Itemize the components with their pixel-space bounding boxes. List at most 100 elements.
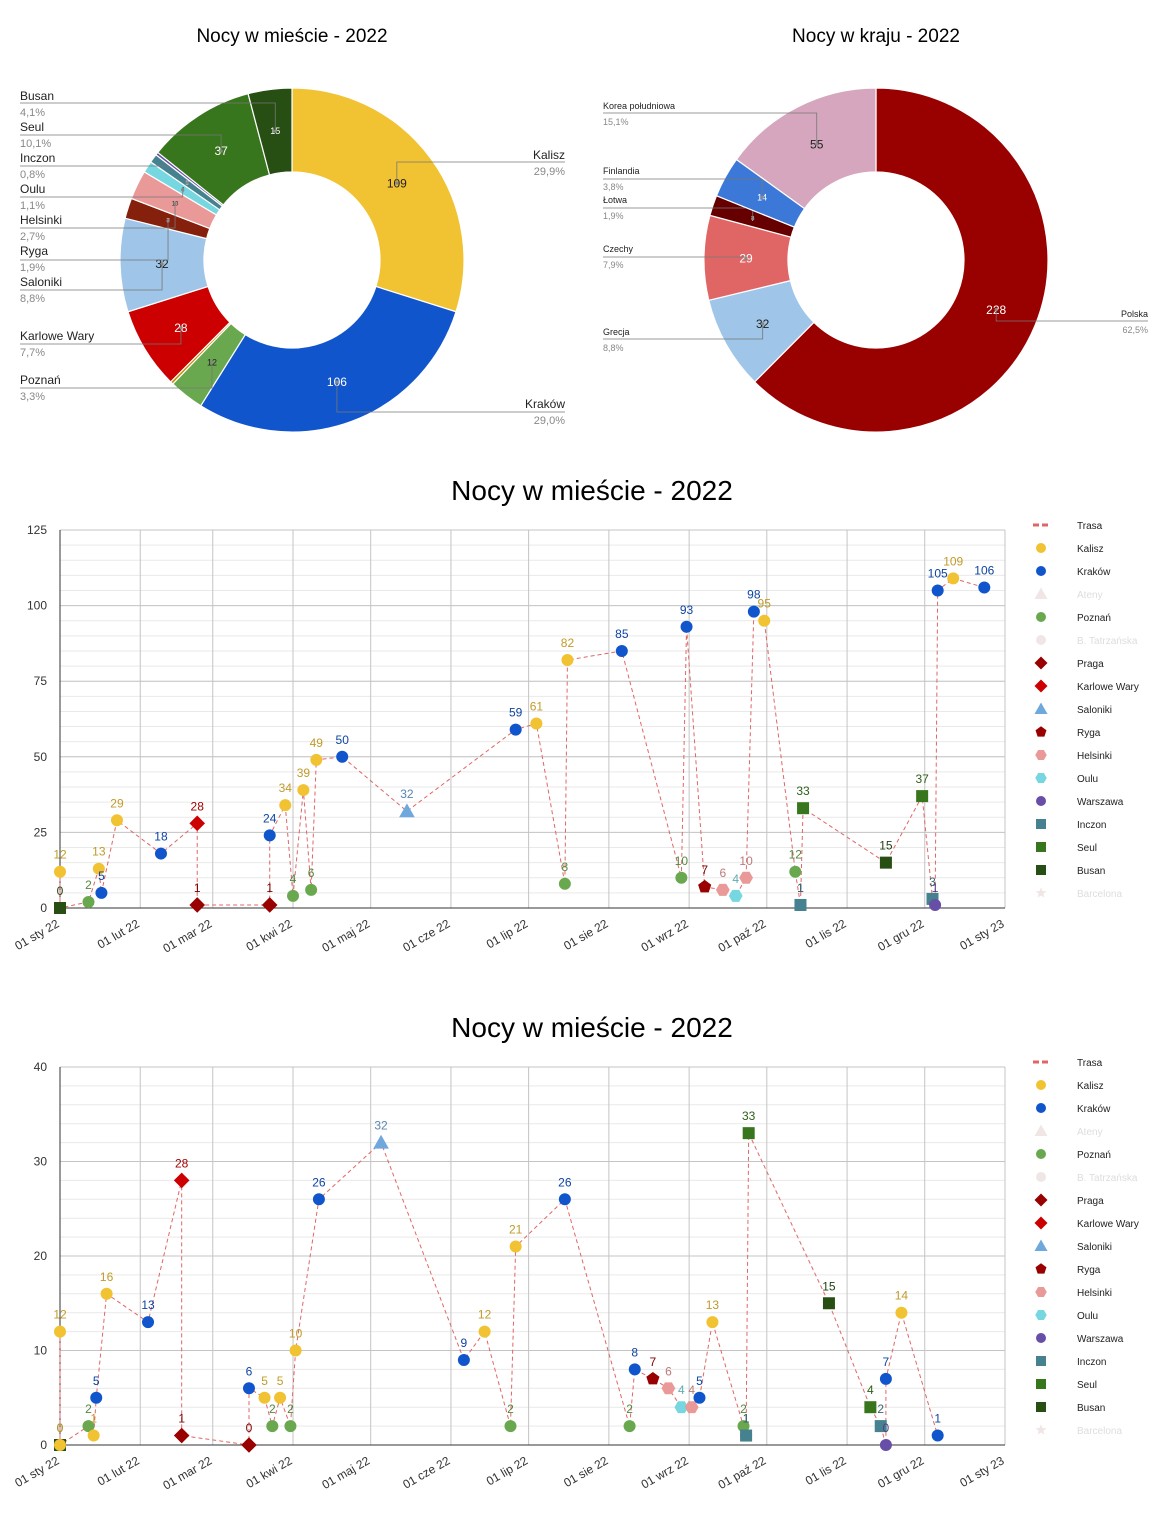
data-point — [558, 877, 571, 890]
legend-label: Poznań — [1077, 613, 1111, 624]
data-point — [261, 897, 278, 913]
data-point — [189, 815, 206, 832]
leader-dot — [181, 187, 185, 192]
legend-label: B. Tatrzańska — [1077, 1173, 1138, 1184]
point-label: 2 — [740, 1402, 747, 1416]
point-label: 2 — [85, 878, 92, 892]
legend-label: Helsinki — [1077, 751, 1112, 762]
data-point — [747, 605, 760, 618]
point-label: 0 — [246, 1421, 253, 1435]
point-label: 14 — [895, 1289, 909, 1303]
x-tick-label: 01 sie 22 — [561, 916, 610, 953]
x-tick-label: 01 sty 23 — [957, 916, 1006, 953]
data-point — [947, 572, 960, 585]
slice-label: Ryga — [20, 244, 48, 258]
legend-label: Ryga — [1077, 728, 1101, 739]
x-tick-label: 01 gru 22 — [875, 1453, 926, 1491]
data-point — [258, 1391, 271, 1404]
legend-label: Barcelona — [1077, 1426, 1122, 1437]
slice-label: Seul — [20, 120, 44, 134]
leader-dot — [760, 195, 764, 199]
leader-line — [20, 102, 276, 132]
point-label: 98 — [747, 588, 761, 602]
data-point — [1036, 1103, 1046, 1113]
slice-label: Korea południowa — [603, 101, 675, 111]
data-point — [1036, 1172, 1046, 1182]
point-label: 1 — [178, 1412, 185, 1426]
point-label: 29 — [110, 796, 124, 810]
slice-label: Grecja — [603, 327, 630, 337]
route-line — [59, 1132, 939, 1446]
chart-title: Nocy w kraju - 2022 — [792, 26, 960, 47]
point-label: 5 — [98, 869, 105, 883]
point-label: 13 — [706, 1298, 720, 1312]
data-point — [797, 802, 810, 815]
point-label: 39 — [297, 766, 311, 780]
point-label: 1 — [194, 881, 201, 895]
data-point — [504, 1420, 517, 1433]
legend-label: Seul — [1077, 1380, 1097, 1391]
point-label: 34 — [279, 781, 293, 795]
pie-slice — [735, 87, 877, 210]
slice-percent: 7,9% — [603, 260, 624, 270]
data-point — [509, 1240, 522, 1253]
slice-label: Busan — [20, 89, 54, 103]
data-point — [740, 1429, 753, 1442]
data-point — [931, 584, 944, 597]
data-point — [1036, 635, 1046, 645]
slice-label: Karlowe Wary — [20, 329, 94, 343]
point-label: 109 — [943, 554, 963, 568]
point-label: 6 — [719, 866, 726, 880]
point-label: 7 — [883, 1355, 890, 1369]
x-tick-label: 01 sty 23 — [957, 1453, 1006, 1490]
x-tick-label: 01 lip 22 — [484, 1453, 531, 1488]
point-label: 1 — [932, 881, 939, 895]
legend-label: Karlowe Wary — [1077, 1219, 1139, 1230]
data-point — [457, 1353, 470, 1366]
point-label: 4 — [732, 872, 739, 886]
chart-title: Nocy w mieście - 2022 — [451, 475, 733, 506]
point-label: 95 — [758, 597, 772, 611]
legend-label: Oulu — [1077, 1311, 1098, 1322]
data-point — [978, 581, 991, 594]
point-label: 33 — [796, 784, 810, 798]
data-point — [1035, 773, 1047, 783]
data-point — [1035, 750, 1047, 760]
x-tick-label: 01 maj 22 — [320, 1453, 373, 1492]
point-label: 26 — [558, 1175, 572, 1189]
point-label: 2 — [269, 1402, 276, 1416]
data-point — [54, 1325, 66, 1338]
point-label: 2 — [507, 1402, 514, 1416]
data-point — [1036, 1379, 1046, 1389]
point-label: 15 — [879, 839, 893, 853]
leader-line — [336, 381, 565, 413]
x-tick-label: 01 mar 22 — [160, 916, 214, 955]
data-point — [305, 883, 318, 896]
data-point — [675, 871, 688, 884]
point-label: 106 — [974, 563, 994, 577]
y-tick-label: 50 — [34, 750, 48, 764]
point-label: 7 — [650, 1355, 657, 1369]
legend-label: Inczon — [1077, 820, 1106, 831]
point-label: 18 — [154, 830, 168, 844]
y-tick-label: 10 — [34, 1344, 48, 1358]
point-label: 16 — [100, 1270, 114, 1284]
data-point — [1036, 543, 1046, 553]
data-point — [279, 799, 292, 812]
data-point — [895, 1306, 908, 1319]
x-tick-label: 01 sty 22 — [12, 916, 61, 953]
legend-label: Trasa — [1077, 521, 1103, 532]
leader-dot — [761, 322, 765, 326]
data-point — [1036, 566, 1046, 576]
point-label: 8 — [631, 1345, 638, 1359]
data-point — [742, 1127, 755, 1140]
data-point — [274, 1391, 287, 1404]
x-tick-label: 01 kwi 22 — [244, 1453, 295, 1491]
slice-percent: 1,9% — [20, 262, 45, 274]
leader-dot — [166, 219, 170, 223]
point-label: 2 — [85, 1402, 92, 1416]
data-point — [1035, 1287, 1047, 1297]
data-point — [110, 814, 123, 827]
